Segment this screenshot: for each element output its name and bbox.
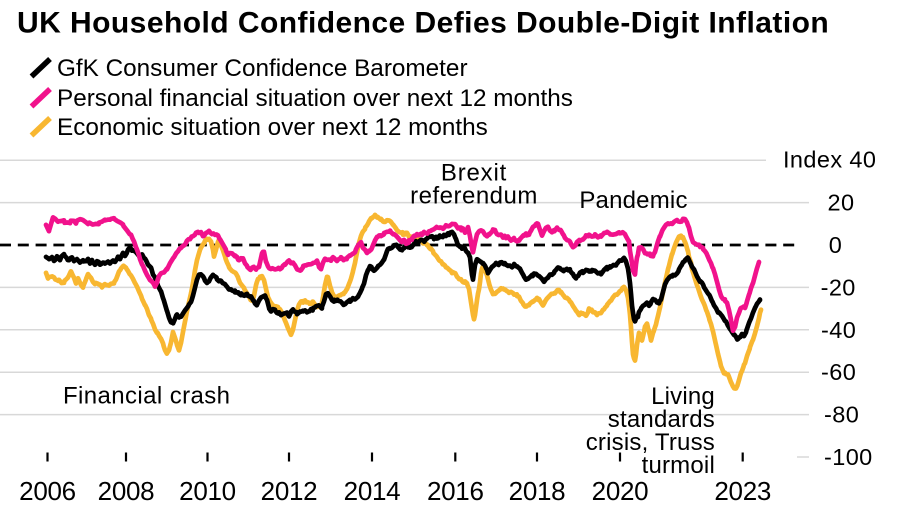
- svg-text:2006: 2006: [19, 476, 76, 506]
- svg-text:-40: -40: [821, 317, 856, 343]
- svg-text:UK Household Confidence Defies: UK Household Confidence Defies Double-Di…: [17, 7, 829, 40]
- svg-text:turmoil: turmoil: [642, 452, 715, 479]
- svg-text:-60: -60: [821, 359, 856, 385]
- svg-text:Financial crash: Financial crash: [63, 383, 230, 410]
- svg-text:GfK Consumer Confidence Barome: GfK Consumer Confidence Barometer: [57, 55, 468, 82]
- svg-text:Economic situation over next 1: Economic situation over next 12 months: [57, 114, 488, 141]
- svg-text:Brexit: Brexit: [441, 160, 507, 187]
- svg-text:0: 0: [829, 232, 842, 258]
- svg-text:2008: 2008: [98, 476, 155, 506]
- svg-text:2014: 2014: [344, 476, 401, 506]
- svg-text:2018: 2018: [509, 476, 566, 506]
- svg-text:20: 20: [828, 190, 855, 216]
- svg-text:referendum: referendum: [410, 183, 538, 210]
- svg-text:2020: 2020: [592, 476, 649, 506]
- svg-text:standards: standards: [608, 406, 715, 433]
- svg-text:2023: 2023: [714, 476, 771, 506]
- svg-text:Living: Living: [651, 383, 715, 410]
- svg-text:crisis, Truss: crisis, Truss: [586, 429, 715, 456]
- svg-text:-100: -100: [824, 444, 873, 470]
- svg-text:Personal financial situation o: Personal financial situation over next 1…: [57, 85, 573, 112]
- svg-text:Pandemic: Pandemic: [579, 187, 687, 214]
- svg-text:2010: 2010: [179, 476, 236, 506]
- svg-text:Index 40: Index 40: [783, 147, 876, 173]
- svg-text:2012: 2012: [261, 476, 318, 506]
- svg-text:-20: -20: [821, 274, 856, 300]
- svg-text:2016: 2016: [427, 476, 484, 506]
- svg-text:-80: -80: [824, 402, 859, 428]
